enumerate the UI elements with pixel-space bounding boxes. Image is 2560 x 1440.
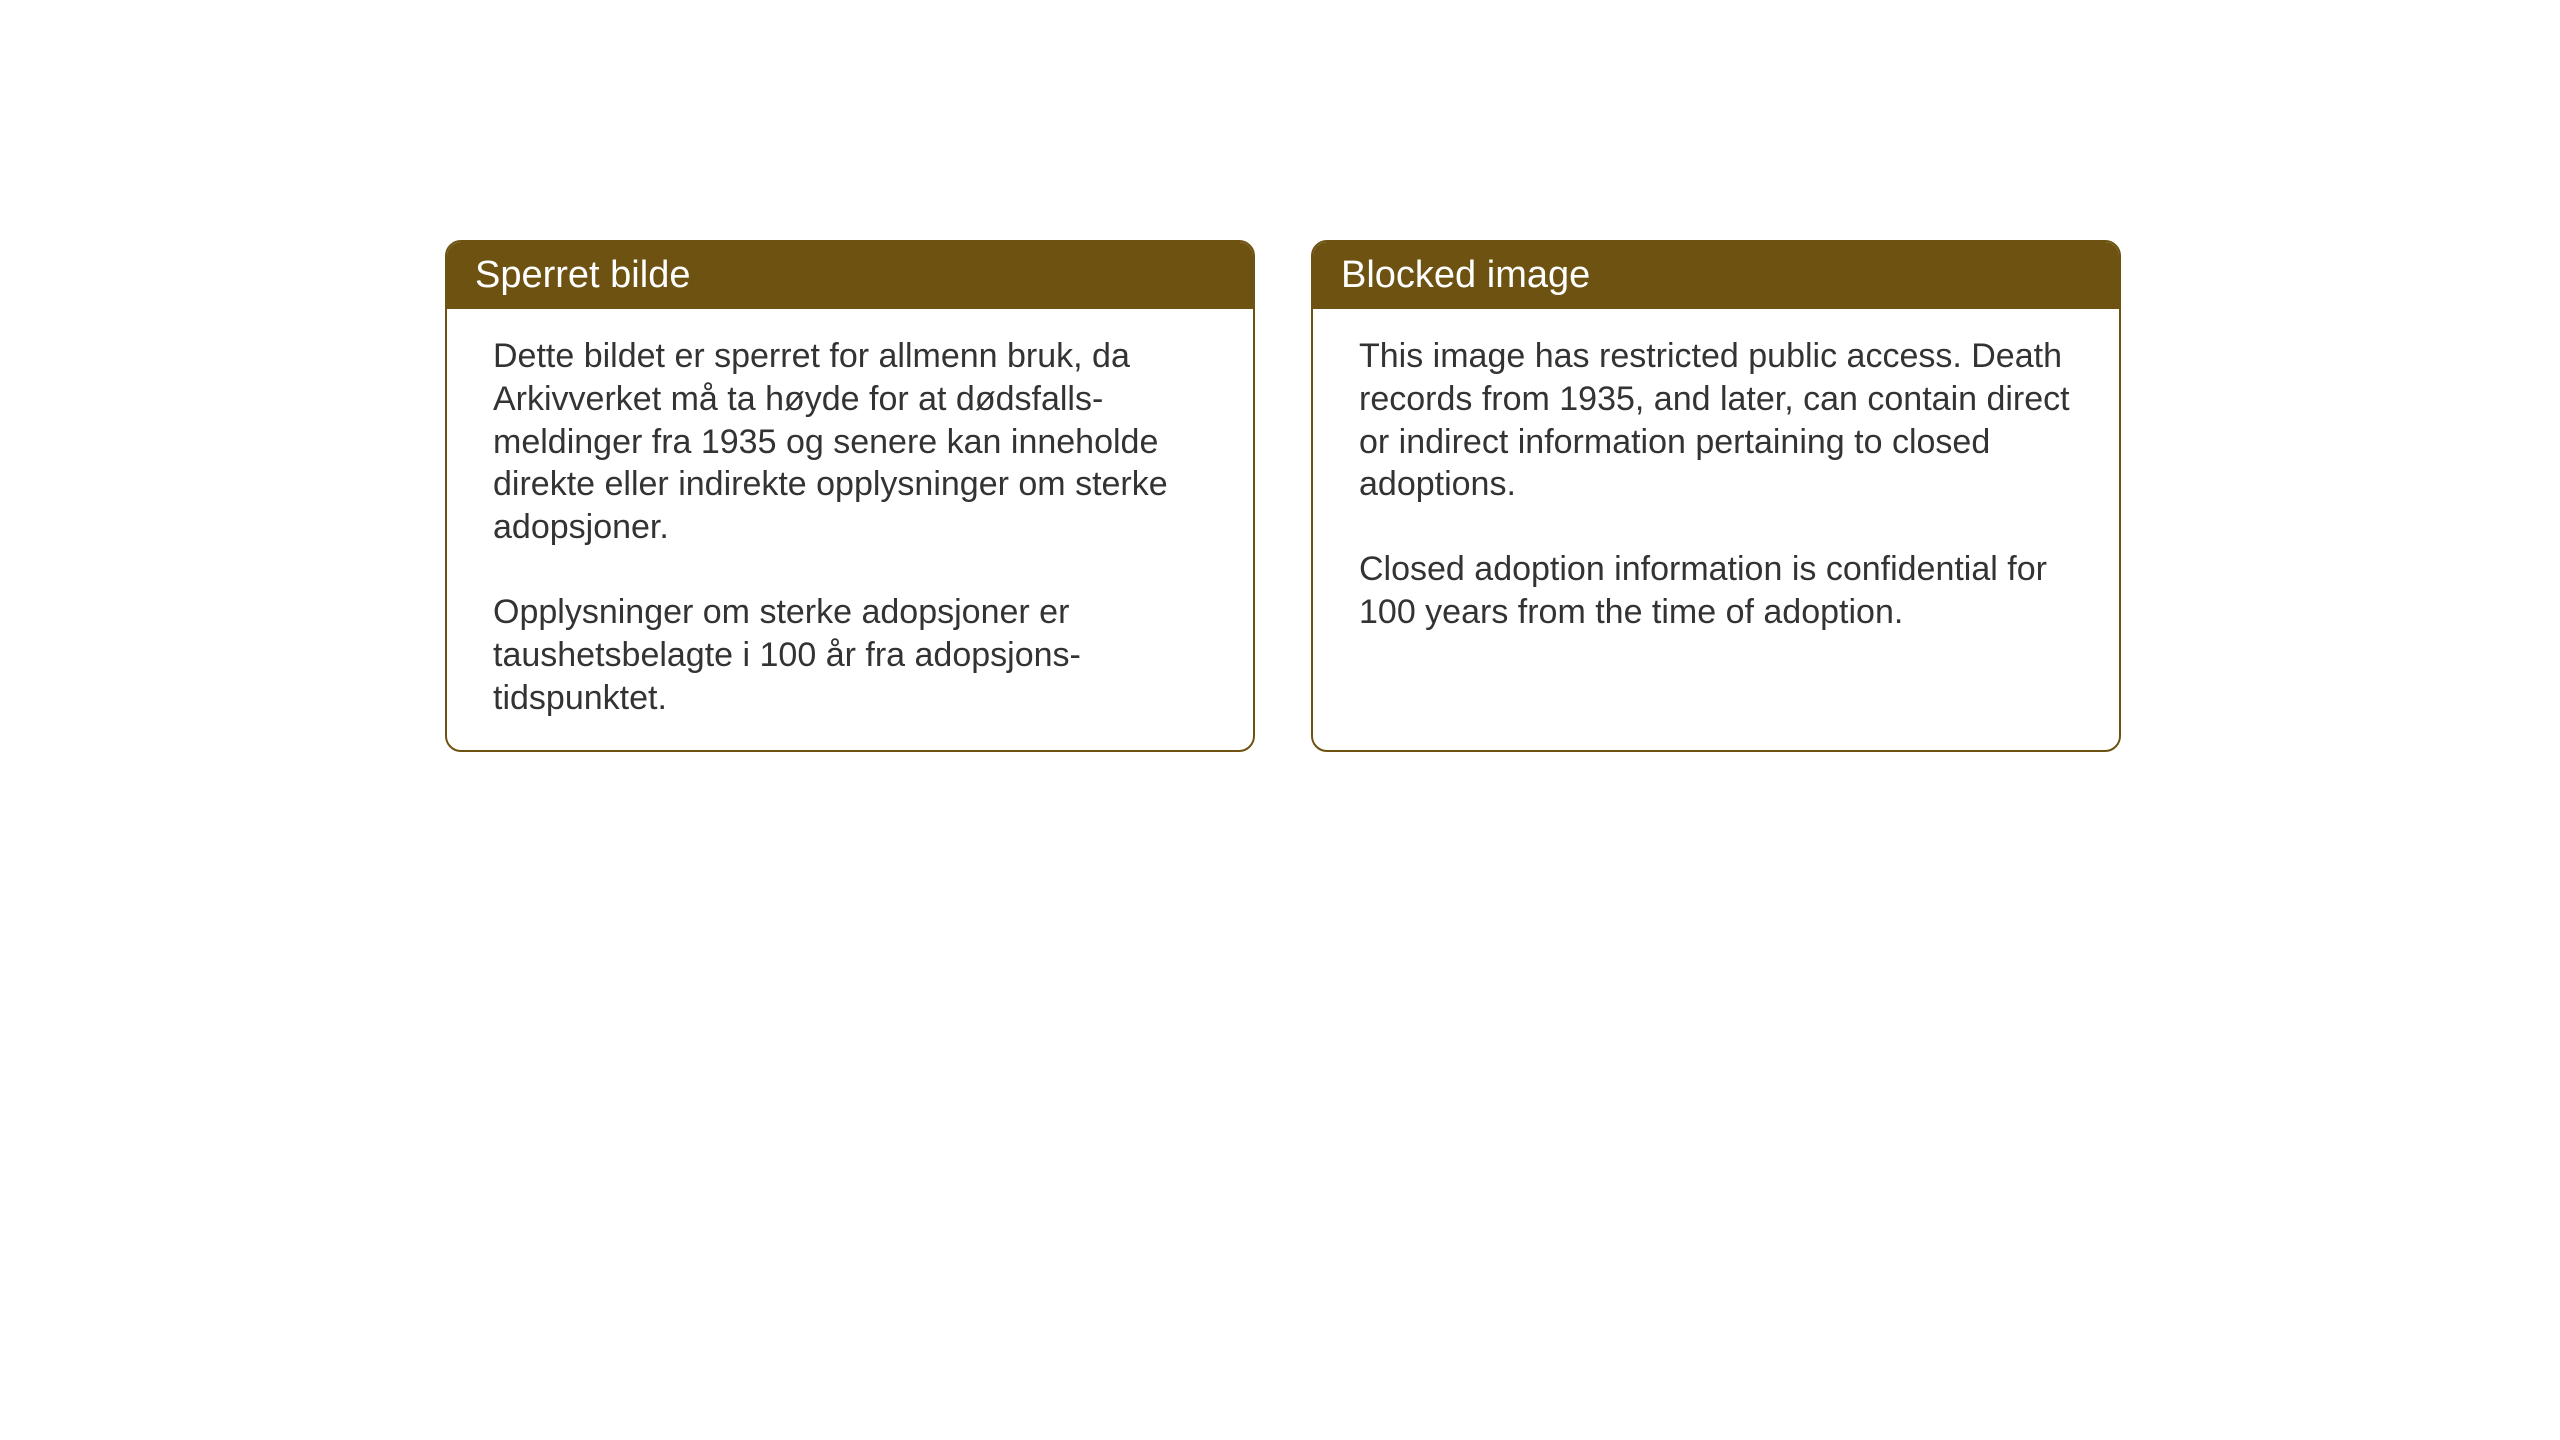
notice-header-english: Blocked image — [1313, 242, 2119, 309]
notice-body-english: This image has restricted public access.… — [1313, 309, 2119, 744]
notice-paragraph: Opplysninger om sterke adopsjoner er tau… — [493, 591, 1207, 719]
notice-body-norwegian: Dette bildet er sperret for allmenn bruk… — [447, 309, 1253, 750]
notice-header-norwegian: Sperret bilde — [447, 242, 1253, 309]
notice-paragraph: Closed adoption information is confident… — [1359, 548, 2073, 634]
notice-box-english: Blocked image This image has restricted … — [1311, 240, 2121, 752]
notice-paragraph: Dette bildet er sperret for allmenn bruk… — [493, 335, 1207, 549]
notice-box-norwegian: Sperret bilde Dette bildet er sperret fo… — [445, 240, 1255, 752]
notice-container: Sperret bilde Dette bildet er sperret fo… — [445, 240, 2121, 752]
notice-paragraph: This image has restricted public access.… — [1359, 335, 2073, 506]
